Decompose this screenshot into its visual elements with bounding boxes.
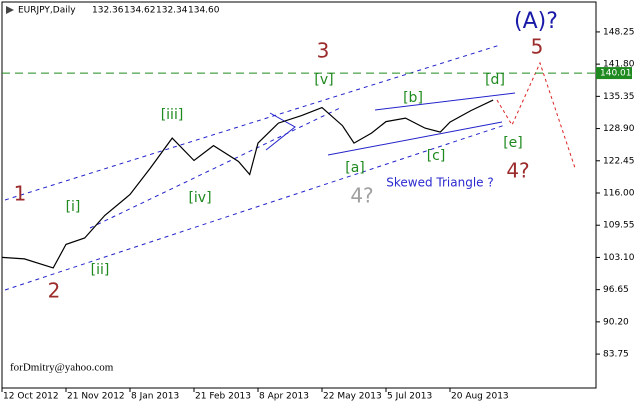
x-tick-label: 22 May 2013 xyxy=(323,392,382,402)
header-symbol: EURJPY,Daily xyxy=(18,6,76,16)
plot-border xyxy=(1,1,597,389)
y-tick-label: 148.25 xyxy=(603,27,634,37)
wave-label: (A)? xyxy=(514,9,558,34)
x-tick-label: 8 Apr 2013 xyxy=(259,392,309,402)
wave-label: [d] xyxy=(485,72,505,88)
price-line xyxy=(1,99,494,269)
wave-label: 2 xyxy=(48,279,61,303)
wave-label: [v] xyxy=(314,72,333,88)
y-tick-label: 109.55 xyxy=(603,221,634,231)
wave-label: [i] xyxy=(66,199,81,215)
header-quote: 134.62 xyxy=(124,6,156,16)
level-tag xyxy=(596,67,632,80)
wave-label: 1 xyxy=(14,182,27,206)
wave-label: Skewed Triangle ? xyxy=(386,176,493,190)
channel-upper xyxy=(4,44,501,201)
watermark: forDmitry@yahoo.com xyxy=(10,362,114,374)
wave-label: [b] xyxy=(403,90,423,106)
header-icon xyxy=(6,6,14,14)
wave-label: 4? xyxy=(506,159,529,183)
y-tick-label: 103.10 xyxy=(603,253,634,263)
small-triangle xyxy=(265,112,296,151)
wave-label: [ii] xyxy=(91,262,110,278)
channel-middle xyxy=(89,107,341,229)
header-quote: 132.34 xyxy=(156,6,188,16)
y-tick-label: 116.00 xyxy=(603,189,634,199)
wave-label: [iii] xyxy=(161,107,184,123)
header-quote: 132.36 xyxy=(92,6,124,16)
x-tick-label: 21 Nov 2012 xyxy=(67,392,125,402)
x-tick-label: 12 Oct 2012 xyxy=(3,392,59,402)
wave-label: [c] xyxy=(427,148,446,164)
x-tick-label: 21 Feb 2013 xyxy=(195,392,251,402)
y-tick-label: 90.20 xyxy=(603,317,629,327)
wave-label: 5 xyxy=(531,35,544,59)
x-tick-label: 5 Jul 2013 xyxy=(387,392,432,402)
header-quote: 134.60 xyxy=(188,6,220,16)
wave-label: [a] xyxy=(345,160,365,176)
level-label: 140.01 xyxy=(600,69,632,79)
triangle-lower xyxy=(327,121,503,156)
header: EURJPY,Daily 132.36 134.62 132.34 134.60 xyxy=(6,6,220,16)
x-tick-label: 8 Jan 2013 xyxy=(131,392,179,402)
projection xyxy=(496,61,576,169)
wave-label: 3 xyxy=(317,39,330,63)
y-tick-label: 122.45 xyxy=(603,156,634,166)
y-tick-label: 128.90 xyxy=(603,124,634,134)
triangle-upper xyxy=(374,92,516,111)
wave-label: 4? xyxy=(350,184,373,208)
y-tick-label: 96.65 xyxy=(603,285,629,295)
wave-label: [iv] xyxy=(188,190,211,206)
y-tick-label: 141.80 xyxy=(603,60,634,70)
y-tick-label: 83.75 xyxy=(603,350,629,360)
wave-label: [e] xyxy=(503,135,523,151)
y-tick-label: 135.35 xyxy=(603,92,634,102)
x-tick-label: 20 Aug 2013 xyxy=(451,392,509,402)
